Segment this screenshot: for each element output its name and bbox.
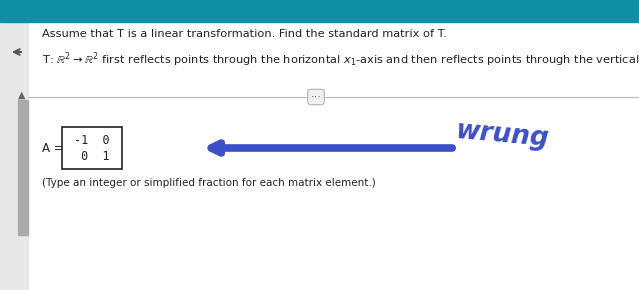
- Bar: [62, 127, 122, 169]
- Text: -1  0: -1 0: [74, 133, 110, 146]
- Bar: [0, 0, 28, 290]
- Text: T: $\mathbb{R}^2 \rightarrow \mathbb{R}^2$ first reflects points through the hor: T: $\mathbb{R}^2 \rightarrow \mathbb{R}^…: [42, 51, 639, 69]
- Text: ▲: ▲: [19, 90, 26, 100]
- Text: wrung: wrung: [455, 118, 551, 152]
- Text: 0  1: 0 1: [74, 151, 110, 164]
- Text: Assume that T is a linear transformation. Find the standard matrix of T.: Assume that T is a linear transformation…: [42, 29, 447, 39]
- Text: A =: A =: [42, 142, 64, 155]
- Bar: [18, 100, 28, 235]
- Bar: [0, 0, 639, 22]
- Text: ···: ···: [311, 92, 321, 102]
- Text: (Type an integer or simplified fraction for each matrix element.): (Type an integer or simplified fraction …: [42, 178, 376, 188]
